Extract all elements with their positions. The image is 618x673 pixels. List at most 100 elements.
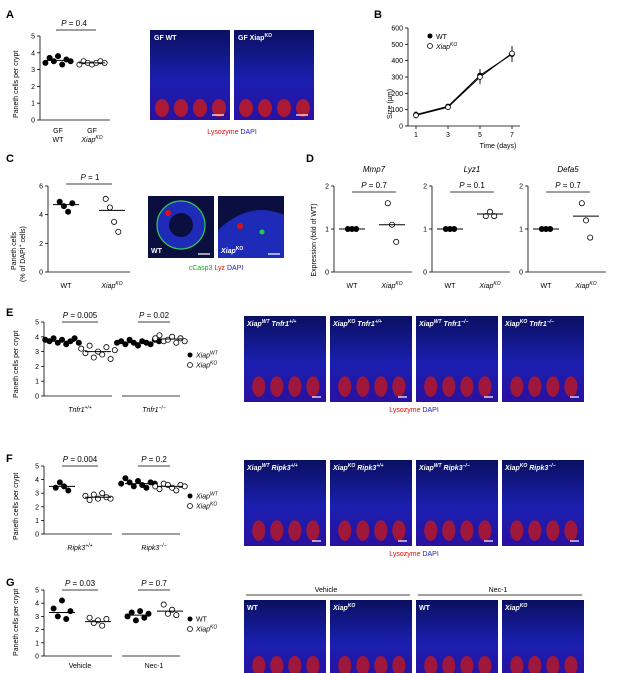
panel-e-pvalue-1-p: P — [63, 311, 69, 320]
panel-f-group-1-point-4 — [99, 490, 106, 497]
panel-f-micrograph-2-granule-3 — [478, 520, 492, 541]
panel-f-group-2-point-4 — [134, 477, 141, 484]
panel-a-pvalue: P = 0.4 — [61, 19, 87, 28]
panel-c-ylabel-1: Paneth cells — [11, 231, 18, 270]
panel-g-group-2-point-3 — [137, 608, 144, 615]
panel-c-yaxis-ticklabel-0: 0 — [39, 270, 43, 277]
panel-e-group-1-point-3 — [90, 354, 97, 361]
panel-e-micrograph-1-granule-1 — [356, 376, 370, 397]
panel-b-series-1-point-3 — [509, 50, 515, 57]
panel-f-yaxis-ticklabel-4: 4 — [35, 477, 39, 484]
panel-f-micrograph-3-granule-1 — [528, 520, 542, 541]
panel-f-pvalue-2-val: = 0.2 — [147, 455, 168, 464]
panel-e-pvalue-2: P = 0.02 — [139, 311, 170, 320]
panel-g-yaxis-ticklabel-5: 5 — [35, 588, 39, 595]
panel-a-granule-0-2 — [193, 99, 207, 117]
panel-g-micrograph-0-granule-1 — [270, 656, 284, 673]
panel-e-micrograph-1-label-part-1: KO — [348, 319, 356, 325]
panel-e-legend-2-sup: KO — [210, 361, 217, 367]
panel-c-wt-point-2 — [65, 208, 72, 215]
panel-g-micrograph-2-granule-1 — [442, 656, 456, 673]
panel-e-micrograph-1-granule-0 — [338, 376, 352, 397]
panel-e-group-0-point-8 — [75, 339, 82, 346]
panel-d-1-yaxis-ticklabel-0: 0 — [423, 270, 427, 277]
panel-f-yaxis-ticklabel-2: 2 — [35, 504, 39, 511]
panel-f-micrograph-0-label: XiapWT Ripk3+/+ — [246, 463, 298, 472]
panel-b-legend-wt: WT — [436, 34, 448, 41]
panel-e-group-3-point-5 — [173, 339, 180, 346]
panel-c-wt-point-0 — [56, 198, 63, 205]
panel-e-micrograph-1-granule-3 — [392, 376, 406, 397]
panel-d-2-yaxis-ticklabel-0: 0 — [519, 270, 523, 277]
panel-c-yaxis-ticklabel-2: 4 — [39, 212, 43, 219]
panel-f-legend-1-marker — [187, 493, 193, 499]
panel-e-pvalue-1-val: = 0.005 — [68, 311, 98, 320]
panel-d-2-ko-point-2 — [587, 234, 594, 241]
panel-g-group-2-point-1 — [128, 609, 135, 616]
panel-e-yaxis-ticklabel-2: 2 — [35, 364, 39, 371]
panel-f-group-1-point-2 — [90, 491, 97, 498]
panel-g-group-1-point-3 — [99, 622, 106, 629]
panel-g-yaxis-ticklabel-2: 2 — [35, 627, 39, 634]
panel-b: Size (µm) 0 100 200 300 400 500 600 1 3 5 7 Time (… — [387, 26, 520, 150]
panel-d-1-yaxis-ticklabel-2: 2 — [423, 184, 427, 191]
panel-g-yaxis-ticklabel-3: 3 — [35, 614, 39, 621]
panel-a-xlabel-gf-wt-2: WT — [53, 137, 65, 144]
panel-e-ylabel: Paneth cells per crypt — [13, 331, 20, 398]
panel-f-micrograph-2-granule-0 — [424, 520, 438, 541]
panel-e-pvalue-2-p: P — [139, 311, 145, 320]
panel-e-micrograph-1-label-part-2: Tnfr1 — [355, 321, 375, 328]
panel-f-pvalue-2: P = 0.2 — [141, 455, 167, 464]
panel-c-crypt-wt-lumen — [169, 213, 193, 237]
panel-e-stain-blue: DAPI — [422, 407, 438, 414]
panel-e-genotype-1-sup: +/+ — [85, 405, 92, 411]
panel-e-legend-2-main: Xiap — [195, 363, 210, 370]
panel-f-group-0-point-1 — [56, 479, 63, 486]
panel-f-yaxis-ticklabel-3: 3 — [35, 491, 39, 498]
panel-d-1-xlabel-ko: XiapKO — [478, 281, 500, 290]
panel-a-yaxis-ticklabel-0: 0 — [31, 118, 35, 125]
panel-f-legend-2: XiapKO — [195, 502, 217, 511]
panel-e-group-0-point-2 — [50, 335, 57, 342]
panel-a-xlabel-gf-wt-1: GF — [53, 128, 63, 135]
panel-e-legend-2: XiapKO — [195, 361, 217, 370]
panel-d-2-xlabel-wt: WT — [541, 283, 553, 290]
panel-letter-e: E — [6, 307, 13, 319]
panel-g-group-1-point-4 — [103, 616, 110, 623]
panel-g-group-2-point-2 — [132, 617, 139, 624]
panel-a-granule-0-1 — [174, 99, 188, 117]
panel-d-0-pvalue-val: = 0.7 — [367, 181, 388, 190]
panel-e-legend-2-marker — [187, 362, 193, 368]
panel-f-micrograph-3-granule-2 — [546, 520, 560, 541]
panel-g-yaxis-ticklabel-4: 4 — [35, 601, 39, 608]
panel-e-micrograph-2-label-part-1: WT — [434, 319, 443, 325]
panel-a-yaxis-ticklabel-3: 3 — [31, 67, 35, 74]
panel-f-ylabel: Paneth cells per crypt — [13, 473, 20, 540]
panel-g-micrograph-1-label-sup: KO — [348, 603, 356, 609]
panel-d-2-xlabel-ko: XiapKO — [574, 281, 596, 290]
panel-f-micrograph-3-label-part-2: Ripk3 — [527, 465, 548, 472]
panel-d-0-yaxis-ticklabel-2: 2 — [325, 184, 329, 191]
panel-a-yaxis-ticklabel-1: 1 — [31, 101, 35, 108]
panel-c-ylabel-2: (% of DAPI+ cells) — [18, 226, 27, 282]
panel-c-xlabel-ko: XiapKO — [100, 281, 122, 290]
panel-g-micrograph-3-granule-1 — [528, 656, 542, 673]
panel-g-micrograph-1-label-main: Xiap — [332, 605, 349, 612]
panel-f-micrograph-2-granule-2 — [460, 520, 474, 541]
panel-a-granule-0-3 — [212, 99, 226, 117]
panel-e-micrograph-2-granule-0 — [424, 376, 438, 397]
panel-e-legend-1-main: Xiap — [195, 353, 210, 360]
panel-f-yaxis-ticklabel-5: 5 — [35, 464, 39, 471]
panel-c-ko-point-2 — [111, 218, 118, 225]
panel-f-micrograph-1-label-part-3: +/+ — [376, 463, 383, 469]
panel-c-crypt-ko — [218, 210, 284, 258]
panel-a-granule-1-1 — [258, 99, 272, 117]
panel-f-legend-1-main: Xiap — [195, 494, 210, 501]
panel-g-micrograph-1-granule-0 — [338, 656, 352, 673]
panel-g-micrograph-1-label: XiapKO — [332, 603, 355, 612]
panel-f-genotype-2-sup: −/− — [159, 543, 166, 549]
panel-b-ylabel: Size (µm) — [387, 89, 394, 119]
panel-d: Expression (fold of WT) Mmp7 0 1 2 P = 0.7 WT… — [311, 165, 606, 290]
